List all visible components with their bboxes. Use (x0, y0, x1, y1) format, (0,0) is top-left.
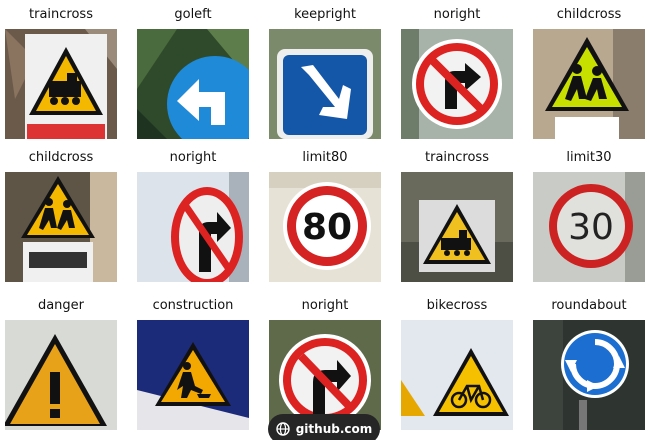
tile-label: noright (433, 7, 481, 22)
tile-label: danger (37, 298, 85, 313)
tile-label: limit30 (566, 150, 612, 165)
construction-sign-image (137, 320, 249, 430)
limit30-sign-image: 30 (533, 172, 645, 282)
tile-label: noright (301, 298, 349, 313)
goleft-sign-image (137, 29, 249, 139)
tile-label: bikecross (426, 298, 488, 313)
danger-sign-image (5, 320, 117, 430)
bikecross-sign-image (401, 320, 513, 430)
childcross-sign-image (533, 29, 645, 139)
sign-number: 30 (568, 207, 614, 248)
tile-label: traincross (29, 7, 93, 22)
globe-icon (276, 422, 290, 436)
noright-sign-image (401, 29, 513, 139)
tile-label: noright (169, 150, 217, 165)
tile-label: childcross (28, 150, 94, 165)
limit80-sign-image: 80 (269, 172, 381, 282)
watermark-text: github.com (295, 422, 373, 436)
sign-number: 80 (302, 207, 352, 248)
tile-label: traincross (425, 150, 489, 165)
traincross-sign-image (5, 29, 117, 139)
watermark-badge: github.com (268, 414, 380, 440)
keepright-sign-image (269, 29, 381, 139)
tile-label: limit80 (302, 150, 348, 165)
tile-label: construction (152, 298, 234, 313)
tile-label: childcross (556, 7, 622, 22)
childcross-sign-image (5, 172, 117, 282)
roundabout-sign-image (533, 320, 645, 430)
tile-label: roundabout (551, 298, 627, 313)
tile-label: keepright (294, 7, 356, 22)
traincross-sign-image (401, 172, 513, 282)
tile-label: goleft (174, 7, 212, 22)
noright-sign-image (137, 172, 249, 282)
noright-sign-image (269, 320, 381, 430)
